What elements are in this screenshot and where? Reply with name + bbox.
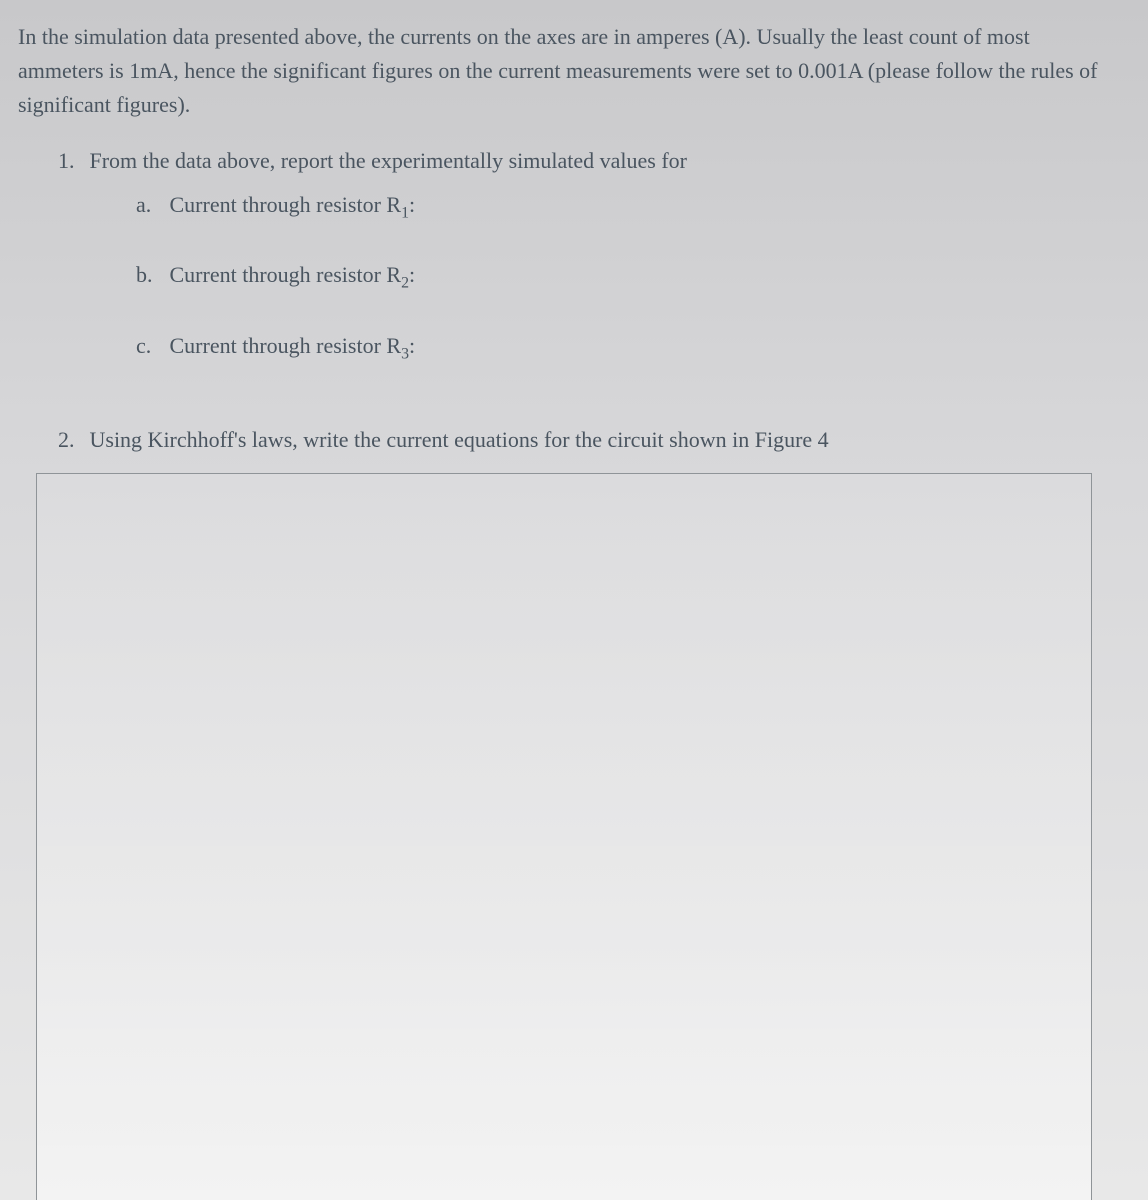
q1-sub-list: a. Current through resistor R1: b. Curre… [58, 188, 1120, 362]
q1b-prefix: Current through resistor R [170, 262, 402, 287]
q1a-subscript: 1 [401, 205, 409, 222]
q1c-subscript: 3 [401, 345, 409, 362]
q1c-letter: c. [136, 329, 164, 363]
q1-sub-b: b. Current through resistor R2: [136, 258, 1120, 292]
question-list: 1. From the data above, report the exper… [18, 144, 1120, 456]
question-2: 2. Using Kirchhoff's laws, write the cur… [58, 423, 1120, 457]
q1a-letter: a. [136, 188, 164, 222]
q1c-suffix: : [409, 333, 415, 358]
q1c-prefix: Current through resistor R [170, 333, 402, 358]
q1-number: 1. [58, 144, 84, 178]
answer-box [36, 473, 1092, 1200]
q1a-prefix: Current through resistor R [170, 192, 402, 217]
q1a-suffix: : [409, 192, 415, 217]
question-1: 1. From the data above, report the exper… [58, 144, 1120, 178]
q2-text: Using Kirchhoff's laws, write the curren… [90, 427, 829, 452]
q1b-suffix: : [409, 262, 415, 287]
q2-number: 2. [58, 423, 84, 457]
q1-sub-a: a. Current through resistor R1: [136, 188, 1120, 222]
q1b-subscript: 2 [401, 275, 409, 292]
intro-paragraph: In the simulation data presented above, … [18, 20, 1120, 122]
q1b-letter: b. [136, 258, 164, 292]
q1-text: From the data above, report the experime… [90, 148, 687, 173]
q1-sub-c: c. Current through resistor R3: [136, 329, 1120, 363]
worksheet-page: In the simulation data presented above, … [0, 0, 1148, 1200]
